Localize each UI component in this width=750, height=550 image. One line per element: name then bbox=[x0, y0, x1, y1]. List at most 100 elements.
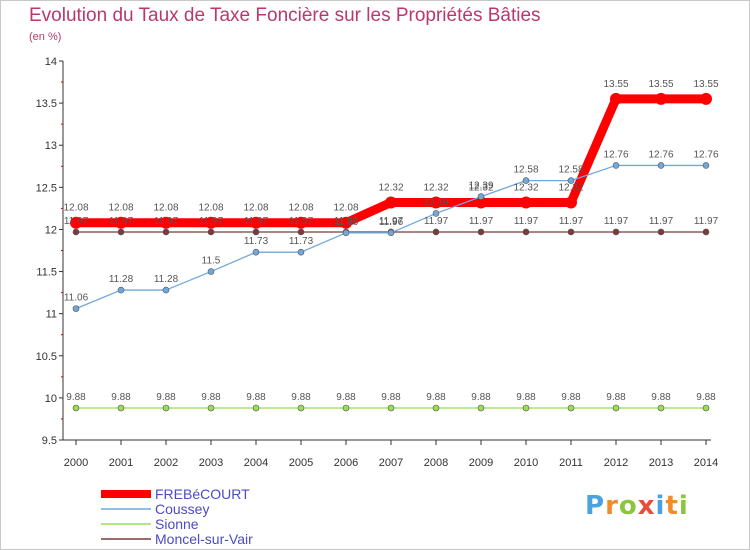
data-point bbox=[72, 404, 80, 412]
data-point bbox=[522, 404, 530, 412]
x-tick-label: 2002 bbox=[154, 457, 178, 469]
y-tick-label: 12 bbox=[45, 224, 57, 236]
data-label: 11.06 bbox=[64, 293, 89, 304]
data-label: 12.58 bbox=[558, 165, 583, 176]
x-tick-label: 2007 bbox=[379, 457, 403, 469]
data-point bbox=[432, 228, 440, 236]
y-tick-label: 13 bbox=[45, 140, 57, 152]
data-label: 12.76 bbox=[648, 149, 673, 160]
data-label: 11.97 bbox=[379, 216, 404, 227]
data-point bbox=[342, 404, 350, 412]
data-label: 9.88 bbox=[201, 392, 221, 403]
x-tick-label: 2003 bbox=[199, 457, 223, 469]
data-point bbox=[702, 162, 710, 169]
data-label: 11.97 bbox=[199, 216, 224, 227]
data-point bbox=[567, 404, 575, 412]
data-point bbox=[250, 216, 262, 229]
data-point bbox=[252, 248, 260, 256]
y-tick-label: 11.5 bbox=[36, 267, 57, 279]
x-tick-label: 2008 bbox=[424, 457, 448, 469]
x-tick-label: 2009 bbox=[469, 457, 493, 469]
data-point bbox=[297, 404, 305, 412]
y-axis-unit-label: (en %) bbox=[29, 31, 62, 43]
data-label: 9.88 bbox=[66, 392, 86, 403]
data-label: 12.32 bbox=[468, 182, 493, 193]
data-label: 13.55 bbox=[648, 79, 673, 90]
data-point bbox=[252, 404, 260, 412]
data-label: 13.55 bbox=[603, 79, 628, 90]
data-point bbox=[432, 404, 440, 412]
data-point bbox=[567, 177, 575, 184]
data-label: 11.97 bbox=[694, 216, 719, 227]
data-point bbox=[295, 216, 307, 229]
data-point bbox=[520, 196, 532, 209]
data-point bbox=[297, 228, 305, 236]
data-label: 11.5 bbox=[202, 256, 221, 267]
data-point bbox=[72, 228, 80, 236]
x-tick-label: 2000 bbox=[64, 457, 88, 469]
data-point bbox=[252, 228, 260, 236]
brand-letter: x bbox=[637, 491, 656, 521]
x-tick-label: 2012 bbox=[604, 457, 628, 469]
x-tick-label: 2006 bbox=[334, 457, 358, 469]
data-label: 12.58 bbox=[513, 165, 538, 176]
data-label: 9.88 bbox=[606, 392, 626, 403]
data-label: 11.73 bbox=[289, 236, 314, 247]
data-label: 11.96 bbox=[334, 217, 359, 228]
data-label: 11.97 bbox=[244, 216, 269, 227]
data-point bbox=[387, 404, 395, 412]
data-point bbox=[522, 177, 530, 184]
data-point bbox=[657, 162, 665, 169]
data-label: 12.39 bbox=[468, 181, 493, 192]
data-label: 11.97 bbox=[334, 216, 359, 227]
data-label: 11.97 bbox=[424, 216, 449, 227]
brand-letter: i bbox=[678, 491, 689, 521]
data-point bbox=[162, 404, 170, 412]
data-point bbox=[567, 228, 575, 236]
data-point bbox=[612, 404, 620, 412]
data-label: 9.88 bbox=[651, 392, 671, 403]
data-point bbox=[340, 216, 352, 229]
data-label: 11.97 bbox=[154, 216, 179, 227]
data-label: 11.97 bbox=[649, 216, 674, 227]
data-point bbox=[700, 92, 712, 105]
data-label: 12.32 bbox=[378, 182, 403, 193]
data-point bbox=[117, 286, 125, 294]
data-label: 12.08 bbox=[108, 203, 133, 214]
data-point bbox=[162, 286, 170, 294]
x-tick-label: 2001 bbox=[109, 457, 133, 469]
data-label: 12.08 bbox=[288, 203, 313, 214]
data-point bbox=[70, 216, 82, 229]
data-label: 9.88 bbox=[561, 392, 581, 403]
data-label: 9.88 bbox=[471, 392, 491, 403]
data-label: 11.97 bbox=[109, 216, 134, 227]
data-label: 9.88 bbox=[336, 392, 356, 403]
data-point bbox=[655, 92, 667, 105]
data-point bbox=[207, 404, 215, 412]
legend-label: FREBéCOURT bbox=[155, 486, 250, 502]
data-label: 11.97 bbox=[289, 216, 314, 227]
chart-title: Evolution du Taux de Taxe Foncière sur l… bbox=[29, 5, 541, 26]
data-point bbox=[565, 196, 577, 209]
data-point bbox=[207, 228, 215, 236]
data-label: 9.88 bbox=[111, 392, 131, 403]
data-point bbox=[657, 228, 665, 236]
legend-label: Sionne bbox=[155, 516, 199, 532]
data-label: 9.88 bbox=[426, 392, 446, 403]
data-label: 12.08 bbox=[198, 203, 223, 214]
y-tick-label: 10 bbox=[45, 393, 57, 405]
data-label: 12.19 bbox=[423, 197, 448, 208]
y-tick-label: 11 bbox=[46, 309, 57, 321]
data-label: 9.88 bbox=[381, 392, 401, 403]
data-label: 11.73 bbox=[244, 236, 269, 247]
y-tick-label: 13.5 bbox=[36, 98, 57, 110]
brand-letter: o bbox=[618, 491, 638, 521]
data-label: 9.88 bbox=[516, 392, 536, 403]
data-point bbox=[612, 162, 620, 169]
data-label: 12.32 bbox=[558, 182, 583, 193]
proxiti-logo: Proxiti bbox=[585, 491, 689, 521]
data-point bbox=[117, 228, 125, 236]
data-point bbox=[342, 229, 350, 237]
